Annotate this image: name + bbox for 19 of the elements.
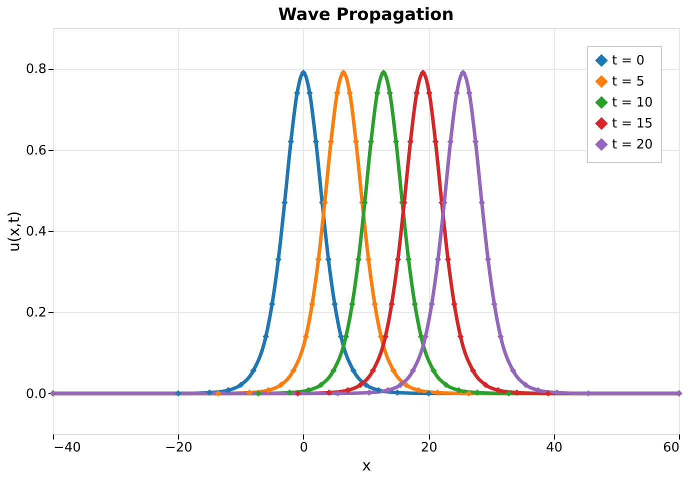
legend-label: t = 5 (612, 74, 645, 90)
x-tick-label: −40 (54, 440, 81, 456)
x-tick-label: 0 (300, 440, 308, 456)
legend-label: t = 20 (612, 138, 653, 152)
y-tick-label: 0.0 (26, 386, 46, 402)
y-tick-label: 0.6 (26, 143, 46, 158)
chart-title: Wave Propagation (278, 5, 454, 25)
y-axis-title: u(x,t) (4, 211, 23, 252)
y-tick-label: 0.2 (26, 306, 46, 321)
legend-label: t = 10 (612, 96, 653, 110)
x-tick-label: 60 (662, 440, 680, 456)
x-axis-title: x (362, 456, 372, 474)
x-tick-label: 20 (420, 440, 438, 456)
x-tick-label: −20 (164, 440, 192, 456)
legend-label: t = 0 (612, 54, 645, 68)
y-tick-label: 0.4 (26, 224, 46, 240)
x-tick-label: 40 (546, 440, 563, 456)
y-tick-label: 0.8 (26, 62, 46, 78)
legend-label: t = 15 (612, 116, 653, 132)
